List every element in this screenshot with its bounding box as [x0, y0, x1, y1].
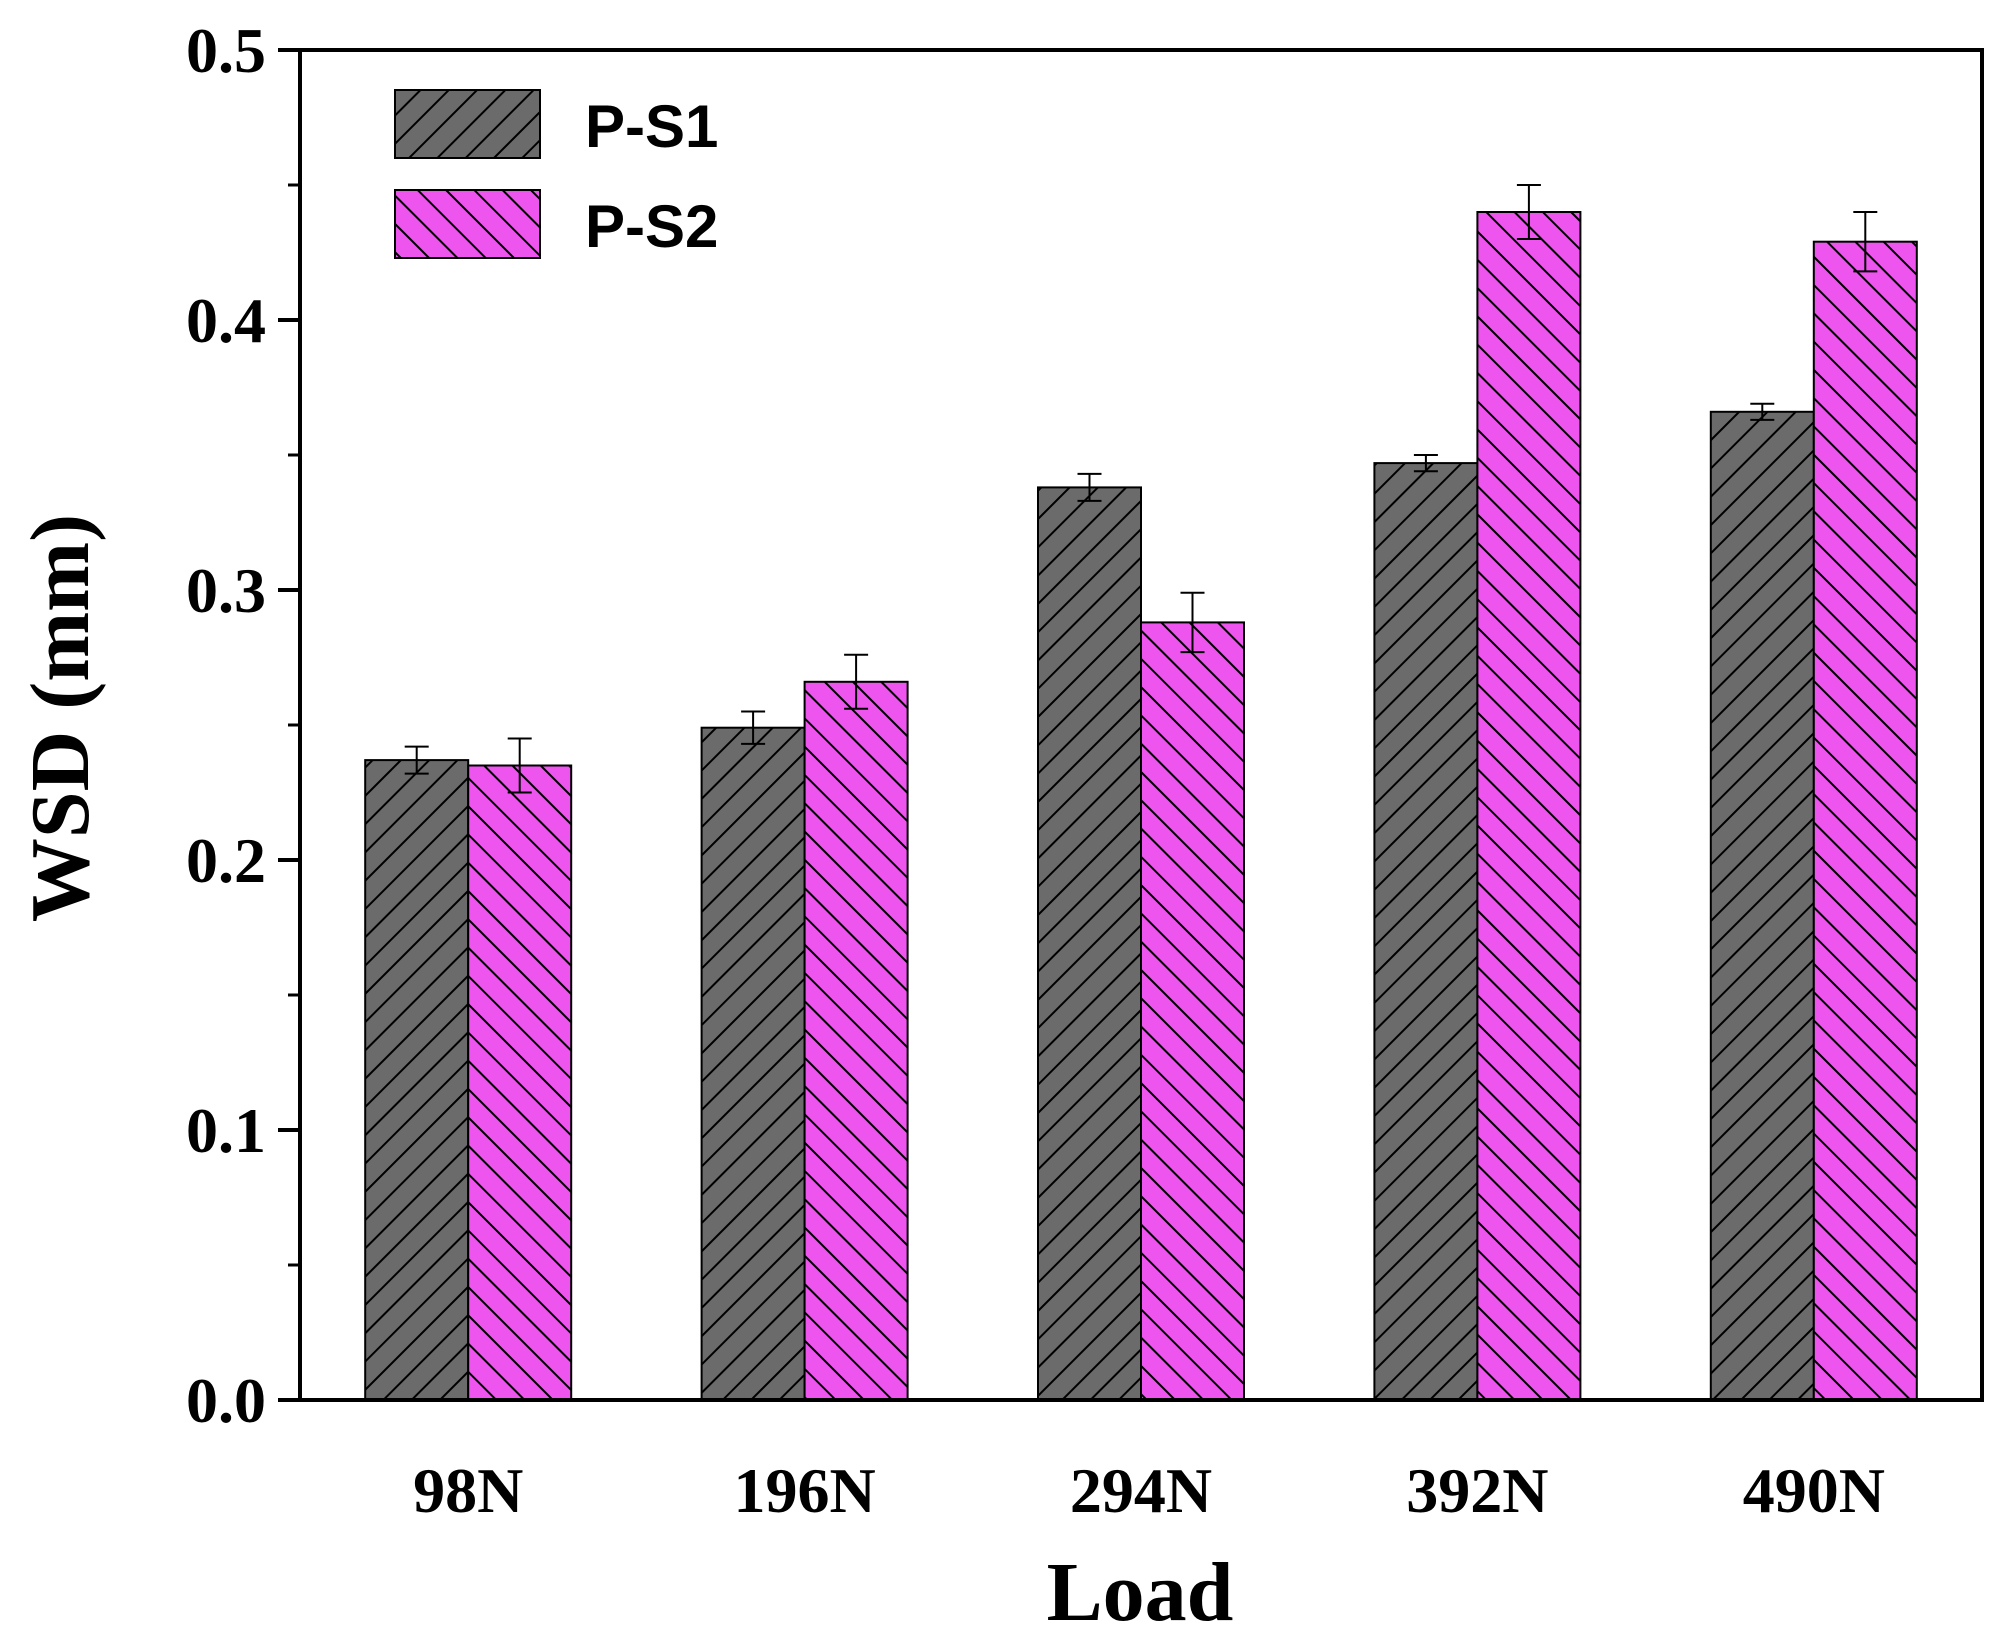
legend: P-S1 P-S2 [394, 89, 718, 260]
legend-label-p-s1: P-S1 [585, 93, 718, 160]
x-axis-ticks: 98N 196N 294N 392N 490N [413, 1455, 1885, 1526]
bar-p-s1-98n [364, 759, 470, 1401]
x-tick-label: 98N [413, 1455, 523, 1526]
y-tick-label: 0.1 [186, 1095, 266, 1166]
bar-p-s2-98n [467, 764, 573, 1401]
y-axis-ticks: 0.0 0.1 0.2 0.3 0.4 0.5 [186, 15, 300, 1436]
bar-p-s2-196n [803, 680, 909, 1401]
x-tick-label: 196N [733, 1455, 875, 1526]
y-tick-label: 0.5 [186, 15, 266, 86]
x-tick-label: 392N [1406, 1455, 1548, 1526]
bar-p-s2-490n [1812, 240, 1918, 1402]
y-tick-label: 0.0 [186, 1365, 266, 1436]
bars [364, 211, 1918, 1402]
bar-p-s2-392n [1476, 211, 1582, 1401]
bar-p-s1-392n [1373, 462, 1479, 1402]
error-bars [404, 184, 1878, 794]
y-axis-label: WSD (mm) [14, 514, 107, 922]
x-axis-label: Load [1047, 1546, 1234, 1639]
y-tick-label: 0.3 [186, 555, 266, 626]
bar-p-s1-490n [1709, 410, 1815, 1401]
y-tick-label: 0.4 [186, 285, 266, 356]
bar-p-s2-294n [1140, 621, 1245, 1401]
plot-frame [298, 48, 1984, 1402]
x-tick-label: 294N [1070, 1455, 1212, 1526]
legend-swatch-p-s1 [394, 89, 541, 159]
x-tick-label: 490N [1743, 1455, 1885, 1526]
bar-p-s1-294n [1037, 486, 1142, 1401]
legend-label-p-s2: P-S2 [585, 193, 718, 260]
legend-swatch-p-s2 [394, 189, 541, 259]
y-tick-label: 0.2 [186, 825, 266, 896]
bar-p-s1-196n [700, 726, 806, 1401]
y-axis-title: WSD (mm) [14, 514, 107, 922]
